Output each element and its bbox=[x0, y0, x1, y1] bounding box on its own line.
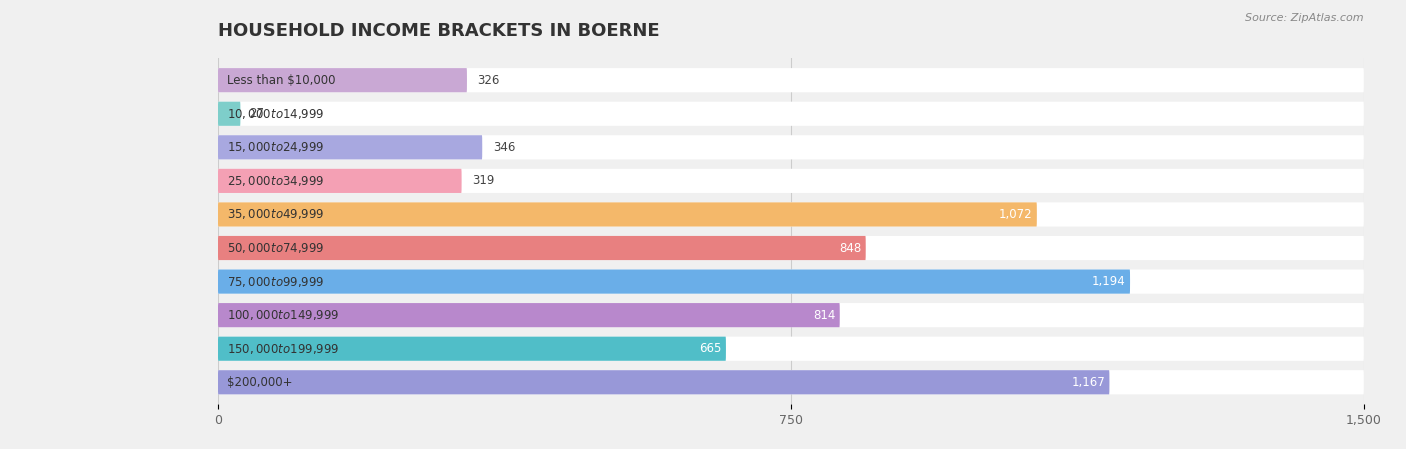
FancyBboxPatch shape bbox=[218, 236, 866, 260]
FancyBboxPatch shape bbox=[218, 68, 1364, 92]
FancyBboxPatch shape bbox=[218, 202, 1364, 227]
Text: 1,072: 1,072 bbox=[998, 208, 1032, 221]
Text: Less than $10,000: Less than $10,000 bbox=[228, 74, 336, 87]
FancyBboxPatch shape bbox=[218, 202, 1036, 227]
FancyBboxPatch shape bbox=[218, 101, 240, 126]
FancyBboxPatch shape bbox=[218, 236, 1364, 260]
Text: 346: 346 bbox=[494, 141, 515, 154]
FancyBboxPatch shape bbox=[218, 68, 467, 92]
Text: 319: 319 bbox=[472, 174, 495, 187]
FancyBboxPatch shape bbox=[218, 135, 1364, 159]
Text: $10,000 to $14,999: $10,000 to $14,999 bbox=[228, 107, 325, 121]
Text: $75,000 to $99,999: $75,000 to $99,999 bbox=[228, 275, 325, 289]
FancyBboxPatch shape bbox=[218, 370, 1364, 394]
FancyBboxPatch shape bbox=[218, 169, 1364, 193]
Text: $35,000 to $49,999: $35,000 to $49,999 bbox=[228, 207, 325, 221]
FancyBboxPatch shape bbox=[218, 269, 1130, 294]
Text: Source: ZipAtlas.com: Source: ZipAtlas.com bbox=[1246, 13, 1364, 23]
FancyBboxPatch shape bbox=[218, 101, 1364, 126]
Text: $15,000 to $24,999: $15,000 to $24,999 bbox=[228, 141, 325, 154]
Text: $25,000 to $34,999: $25,000 to $34,999 bbox=[228, 174, 325, 188]
Text: 665: 665 bbox=[699, 342, 721, 355]
Text: 1,194: 1,194 bbox=[1092, 275, 1126, 288]
FancyBboxPatch shape bbox=[218, 135, 482, 159]
FancyBboxPatch shape bbox=[218, 303, 1364, 327]
FancyBboxPatch shape bbox=[218, 269, 1364, 294]
FancyBboxPatch shape bbox=[218, 303, 839, 327]
Text: $200,000+: $200,000+ bbox=[228, 376, 292, 389]
Text: HOUSEHOLD INCOME BRACKETS IN BOERNE: HOUSEHOLD INCOME BRACKETS IN BOERNE bbox=[218, 22, 659, 40]
FancyBboxPatch shape bbox=[218, 337, 725, 361]
Text: 27: 27 bbox=[249, 107, 264, 120]
Text: $50,000 to $74,999: $50,000 to $74,999 bbox=[228, 241, 325, 255]
FancyBboxPatch shape bbox=[218, 169, 461, 193]
Text: $150,000 to $199,999: $150,000 to $199,999 bbox=[228, 342, 339, 356]
Text: 326: 326 bbox=[478, 74, 501, 87]
Text: 1,167: 1,167 bbox=[1071, 376, 1105, 389]
Text: $100,000 to $149,999: $100,000 to $149,999 bbox=[228, 308, 339, 322]
Text: 814: 814 bbox=[813, 308, 835, 321]
FancyBboxPatch shape bbox=[218, 370, 1109, 394]
FancyBboxPatch shape bbox=[218, 337, 1364, 361]
Text: 848: 848 bbox=[839, 242, 862, 255]
